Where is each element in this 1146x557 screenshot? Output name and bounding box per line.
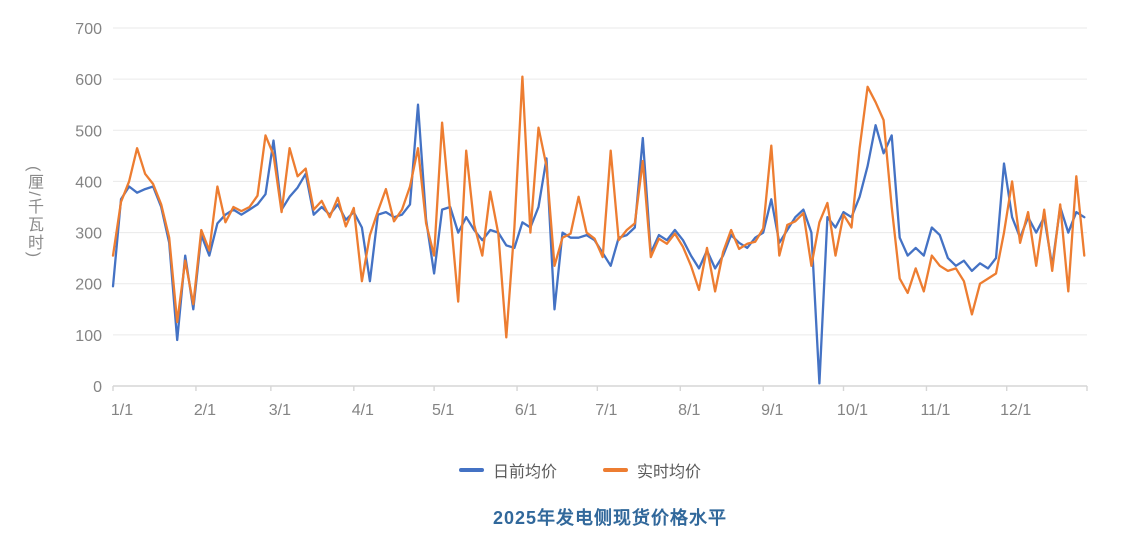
legend-label-realtime: 实时均价	[637, 464, 702, 481]
realtime-line-swatch	[603, 468, 628, 472]
legend-item-realtime[interactable]: 实时均价	[603, 458, 701, 482]
svg-text:8/1: 8/1	[678, 402, 700, 419]
legend-label-day-ahead: 日前均价	[492, 464, 557, 481]
svg-text:200: 200	[75, 277, 102, 294]
svg-text:700: 700	[75, 21, 102, 38]
svg-text:600: 600	[75, 72, 102, 89]
svg-text:11/1: 11/1	[920, 402, 950, 419]
svg-text:0: 0	[93, 379, 102, 396]
legend-item-day-ahead[interactable]: 日前均价	[458, 458, 557, 482]
svg-text:300: 300	[75, 226, 102, 243]
y-axis-title: (厘/千瓦时)	[25, 166, 42, 260]
day-ahead-line-swatch	[458, 468, 484, 472]
svg-text:9/1: 9/1	[761, 402, 783, 419]
svg-text:100: 100	[75, 328, 102, 345]
svg-text:6/1: 6/1	[515, 402, 537, 419]
svg-text:3/1: 3/1	[269, 402, 291, 419]
svg-text:10/1: 10/1	[837, 402, 868, 419]
legend: 日前均价 实时均价	[0, 458, 1146, 482]
svg-text:7/1: 7/1	[595, 402, 617, 419]
svg-text:1/1: 1/1	[111, 402, 133, 419]
svg-text:4/1: 4/1	[352, 402, 374, 419]
svg-text:400: 400	[75, 174, 102, 191]
svg-text:5/1: 5/1	[432, 402, 454, 419]
chart-title: 2025年发电侧现货价格水平	[492, 508, 728, 528]
svg-text:500: 500	[75, 123, 102, 140]
svg-text:12/1: 12/1	[1000, 402, 1031, 419]
price-line-chart: 0 100 200 300 400 500 600 700 1/1 2/1 3/1 4/1 5/1 6/1…	[75, 21, 1088, 419]
svg-text:2/1: 2/1	[194, 402, 216, 419]
